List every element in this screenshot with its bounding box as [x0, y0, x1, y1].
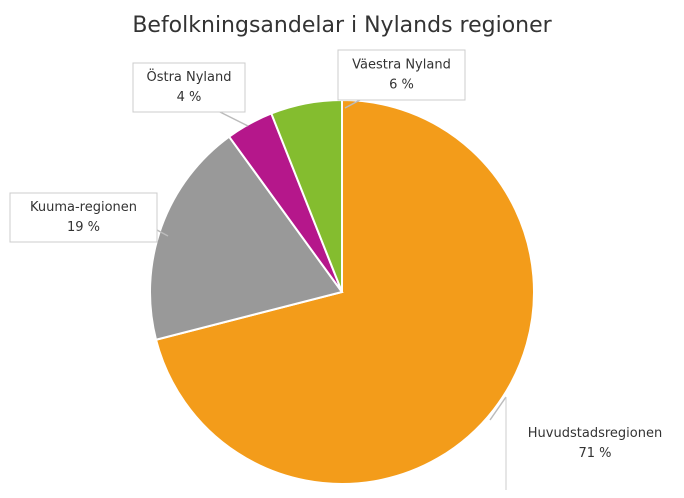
label-box [132, 62, 246, 113]
pie-slice [154, 98, 535, 485]
label-box [337, 49, 466, 101]
category-label: Huvudstadsregionen [528, 426, 662, 441]
category-label: Kuuma-regionen [30, 200, 137, 215]
value-label: 71 % [578, 446, 611, 461]
leader-line [344, 99, 361, 109]
label-box [9, 192, 158, 243]
category-label: Östra Nyland [146, 68, 231, 85]
value-label: 6 % [389, 78, 414, 93]
leader-line [489, 396, 507, 421]
leader-line [219, 111, 249, 127]
category-label: Väestra Nyland [352, 58, 451, 73]
value-label: 4 % [177, 90, 202, 105]
leader-line [156, 229, 169, 237]
chart-title: Befolkningsandelar i Nylands regioner [132, 13, 552, 38]
value-label: 19 % [67, 220, 100, 235]
pie-slice [149, 135, 344, 341]
